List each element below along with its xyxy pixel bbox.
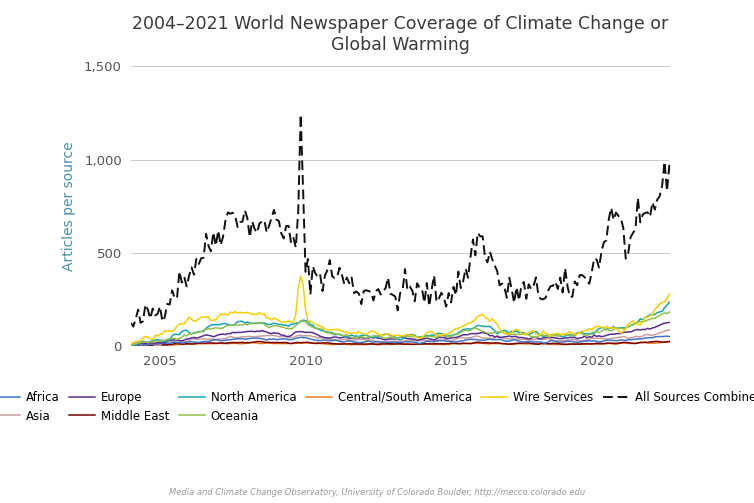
North America <box>269 320 278 326</box>
Central/South America <box>563 342 572 348</box>
North America <box>539 333 548 340</box>
Asia <box>563 337 572 343</box>
Line: Oceania: Oceania <box>131 306 682 345</box>
Legend: Africa, Asia, Europe, Middle East, North America, Oceania, Central/South America: Africa, Asia, Europe, Middle East, North… <box>0 391 754 423</box>
Wire Services <box>599 325 608 331</box>
All Sources Combined <box>269 207 278 213</box>
Africa <box>677 336 686 342</box>
Middle East <box>267 340 276 346</box>
Oceania <box>560 331 569 337</box>
Line: North America: North America <box>131 301 682 345</box>
All Sources Combined <box>488 257 497 263</box>
Asia <box>539 336 548 342</box>
Line: Europe: Europe <box>131 320 682 344</box>
Wire Services <box>127 341 136 347</box>
Wire Services <box>267 317 276 323</box>
Asia <box>677 331 686 337</box>
Central/South America <box>599 341 608 347</box>
All Sources Combined <box>566 294 575 300</box>
Y-axis label: Articles per source: Articles per source <box>62 141 75 271</box>
Middle East <box>269 340 278 346</box>
Central/South America <box>267 340 276 346</box>
All Sources Combined <box>541 295 550 301</box>
North America <box>677 312 686 318</box>
All Sources Combined <box>267 215 276 221</box>
Wire Services <box>539 328 548 334</box>
North America <box>267 321 276 327</box>
Oceania <box>597 328 606 334</box>
Line: Middle East: Middle East <box>131 341 682 346</box>
Africa <box>127 343 136 349</box>
Middle East <box>677 339 686 345</box>
Africa <box>597 339 606 345</box>
Middle East <box>146 343 155 349</box>
Asia <box>269 332 278 339</box>
Oceania <box>536 332 545 338</box>
Europe <box>267 330 276 337</box>
Africa <box>560 339 569 345</box>
North America <box>675 298 684 304</box>
Central/South America <box>486 341 495 347</box>
Asia <box>267 332 276 338</box>
Africa <box>267 337 276 343</box>
Oceania <box>127 342 136 348</box>
Oceania <box>483 330 492 336</box>
Europe <box>127 341 136 347</box>
Text: Media and Climate Change Observatory, University of Colorado Boulder, http://mec: Media and Climate Change Observatory, Un… <box>169 488 585 497</box>
All Sources Combined <box>127 320 136 326</box>
Europe <box>265 330 274 336</box>
North America <box>486 323 495 329</box>
Middle East <box>563 341 572 347</box>
All Sources Combined <box>129 323 138 329</box>
Asia <box>599 336 608 342</box>
Central/South America <box>127 343 136 349</box>
Central/South America <box>539 341 548 347</box>
All Sources Combined <box>677 147 686 153</box>
Wire Services <box>296 273 305 279</box>
North America <box>563 332 572 338</box>
Middle East <box>599 341 608 347</box>
Line: All Sources Combined: All Sources Combined <box>131 114 682 326</box>
Wire Services <box>677 300 686 306</box>
Middle East <box>486 340 495 346</box>
Africa <box>265 336 274 342</box>
Line: Africa: Africa <box>131 334 682 346</box>
Africa <box>672 331 681 338</box>
Asia <box>486 336 495 342</box>
Wire Services <box>486 318 495 324</box>
Asia <box>151 342 160 348</box>
Middle East <box>675 338 684 344</box>
Central/South America <box>269 341 278 347</box>
Africa <box>536 339 545 345</box>
Middle East <box>127 342 136 348</box>
Europe <box>675 317 684 323</box>
Europe <box>677 325 686 331</box>
Central/South America <box>129 343 138 349</box>
Oceania <box>267 323 276 329</box>
Line: Asia: Asia <box>131 328 682 345</box>
Europe <box>597 333 606 340</box>
Line: Wire Services: Wire Services <box>131 276 682 344</box>
North America <box>127 342 136 348</box>
All Sources Combined <box>602 237 611 243</box>
Africa <box>483 337 492 343</box>
North America <box>599 325 608 331</box>
Europe <box>483 331 492 337</box>
Oceania <box>265 324 274 330</box>
Oceania <box>677 317 686 323</box>
Europe <box>560 335 569 341</box>
Europe <box>536 336 545 342</box>
Line: Central/South America: Central/South America <box>131 342 682 346</box>
Title: 2004–2021 World Newspaper Coverage of Climate Change or
Global Warming: 2004–2021 World Newspaper Coverage of Cl… <box>132 15 669 54</box>
Asia <box>672 325 681 331</box>
North America <box>131 342 140 348</box>
Oceania <box>675 303 684 309</box>
Asia <box>127 342 136 348</box>
Central/South America <box>677 340 686 346</box>
All Sources Combined <box>296 111 305 117</box>
Wire Services <box>563 330 572 336</box>
Middle East <box>539 341 548 347</box>
Central/South America <box>675 339 684 345</box>
Wire Services <box>265 315 274 321</box>
